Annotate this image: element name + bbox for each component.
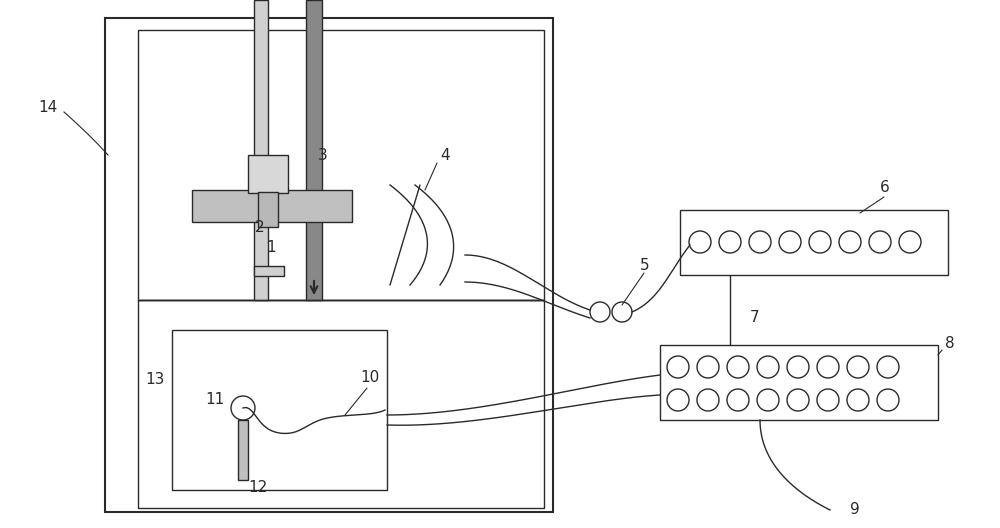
- Bar: [172, 330, 387, 490]
- Bar: [238, 420, 248, 480]
- Bar: [660, 345, 938, 420]
- Text: 14: 14: [38, 100, 57, 116]
- Bar: [138, 30, 544, 300]
- Text: 10: 10: [360, 371, 379, 385]
- Bar: [248, 155, 288, 193]
- Bar: [306, 0, 322, 300]
- Bar: [680, 210, 948, 275]
- Text: 7: 7: [750, 310, 760, 325]
- Text: 1: 1: [266, 240, 276, 256]
- Text: 13: 13: [145, 372, 164, 388]
- Text: 4: 4: [440, 147, 450, 163]
- Bar: [138, 300, 544, 508]
- Text: 3: 3: [318, 147, 328, 163]
- Bar: [192, 190, 352, 222]
- Text: 12: 12: [248, 480, 267, 495]
- Bar: [105, 18, 553, 512]
- Text: 2: 2: [255, 221, 265, 235]
- Bar: [254, 266, 284, 276]
- Text: 6: 6: [880, 181, 890, 195]
- Text: 8: 8: [945, 335, 955, 351]
- Text: 5: 5: [640, 258, 650, 272]
- Bar: [258, 192, 278, 227]
- Text: 9: 9: [850, 503, 860, 517]
- Text: 11: 11: [206, 392, 225, 408]
- Bar: [254, 0, 268, 300]
